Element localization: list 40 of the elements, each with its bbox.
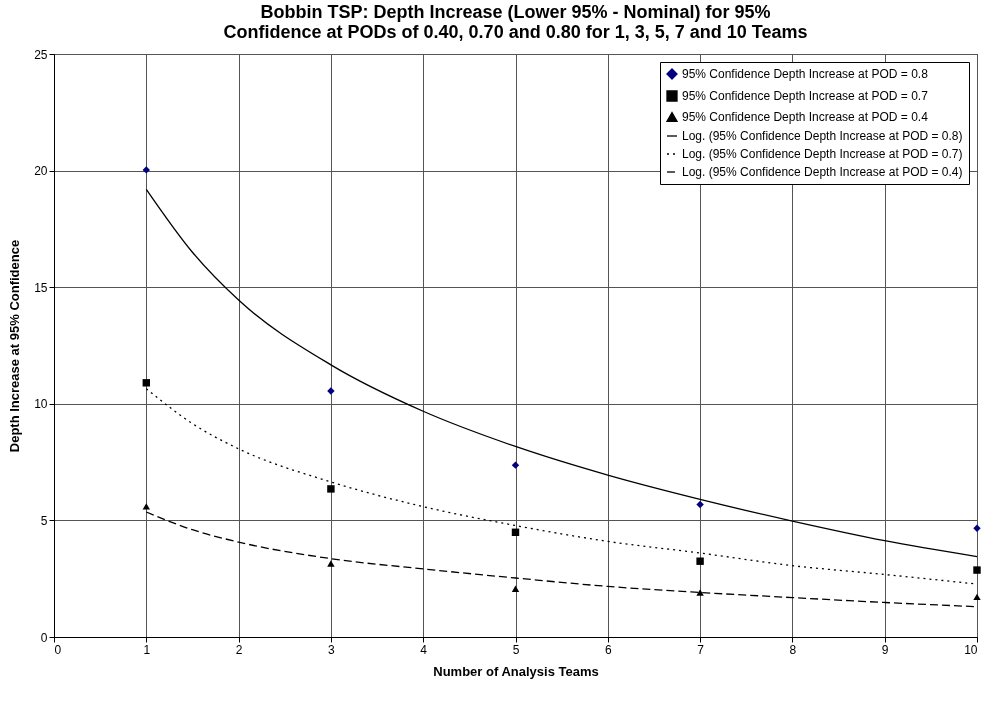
line-series — [145, 188, 978, 558]
y-tick-label: 20 — [34, 164, 48, 179]
point — [973, 593, 981, 601]
y-axis-title: Depth Increase at 95% Confidence — [7, 239, 23, 453]
x-tick-label: 1 — [143, 642, 151, 657]
x-tick-label: 10 — [964, 642, 978, 657]
point — [696, 557, 704, 565]
point — [696, 589, 704, 596]
y-tick-label: 15 — [34, 280, 48, 295]
y-tick-label: 10 — [34, 397, 48, 412]
x-tick-label: 2 — [235, 642, 243, 657]
x-tick-label: 0 — [54, 642, 62, 657]
point — [327, 560, 335, 567]
chart-title: Bobbin TSP: Depth Increase (Lower 95% - Nominal) for 95% Confidence at PODs of 0.40, 0.70 and 0.80 for 1, 3, 5, 7 and 10 Teams — [223, 2, 808, 42]
point — [511, 585, 520, 592]
point — [511, 461, 520, 469]
point — [142, 503, 151, 510]
legend-label: 95% Confidence Depth Increase at POD = 0.8 — [682, 67, 929, 81]
legend-label: Log. (95% Confidence Depth Increase at POD = 0.8) — [682, 129, 963, 143]
point — [327, 485, 335, 493]
x-tick-label: 4 — [420, 642, 428, 657]
x-tick-label: 7 — [697, 642, 705, 657]
x-tick-label: 8 — [789, 642, 797, 657]
y-tick-label: 0 — [40, 630, 48, 645]
legend-label: Log. (95% Confidence Depth Increase at POD = 0.4) — [682, 165, 963, 179]
y-tick-label: 25 — [34, 47, 48, 62]
legend-label: 95% Confidence Depth Increase at POD = 0.7 — [682, 89, 929, 103]
x-axis-title: Number of Analysis Teams — [433, 663, 599, 679]
legend-label: 95% Confidence Depth Increase at POD = 0.4 — [682, 110, 929, 124]
point — [142, 379, 151, 387]
x-tick-label: 6 — [604, 642, 612, 657]
x-tick-label: 5 — [512, 642, 520, 657]
x-tick-label: 9 — [881, 642, 889, 657]
legend-label: Log. (95% Confidence Depth Increase at POD = 0.7) — [682, 147, 963, 161]
x-tick-label: 3 — [328, 642, 336, 657]
point — [142, 166, 151, 174]
point — [696, 500, 704, 509]
y-tick-label: 5 — [40, 513, 48, 528]
point — [973, 566, 981, 574]
point — [973, 524, 981, 533]
